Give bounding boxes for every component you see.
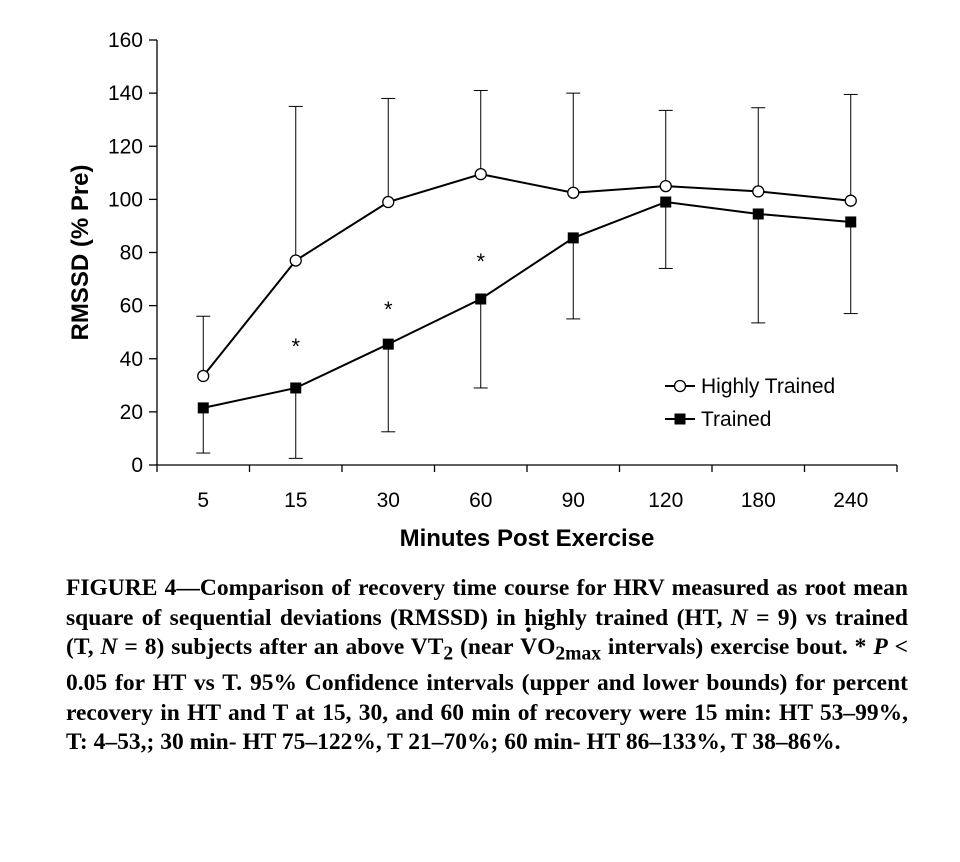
data-point-circle [752, 185, 765, 198]
caption-n-symbol-ht: N [730, 604, 748, 631]
legend-marker-square [674, 413, 686, 425]
y-tick-label: 0 [131, 454, 143, 477]
data-point-circle [844, 194, 857, 207]
y-tick-label: 160 [108, 29, 143, 52]
data-point-square [290, 382, 302, 394]
y-tick-label: 120 [108, 135, 143, 158]
x-tick-label: 120 [648, 489, 683, 512]
y-tick-label: 100 [108, 188, 143, 211]
figure-caption: FIGURE 4—Comparison of recovery time cou… [66, 574, 908, 758]
x-tick-label: 15 [284, 489, 307, 512]
x-tick-label: 180 [741, 489, 776, 512]
data-point-circle [382, 195, 395, 209]
legend: Highly Trained Trained [665, 375, 835, 431]
y-tick-label: 20 [120, 401, 143, 424]
axes: 0 20 40 60 80 100 120 140 160 5 15 30 60 90 120 180 240 [108, 29, 898, 512]
y-axis-title: RMSSD (% Pre) [67, 164, 94, 340]
data-point-circle [567, 186, 580, 199]
series-line-2 [203, 201, 851, 409]
x-tick-label: 240 [833, 489, 868, 512]
significance-star: * [291, 334, 300, 359]
data-point-circle [197, 369, 210, 383]
caption-v-dot: V [520, 616, 537, 663]
data-point-square [660, 196, 672, 208]
caption-n-symbol-t: N [100, 634, 118, 660]
caption-text-4: (near [453, 634, 521, 660]
legend-label: Highly Trained [701, 375, 835, 398]
caption-subscript-max: 2max [555, 643, 602, 665]
data-point-square [567, 232, 579, 244]
caption-text-5: intervals) exercise bout. * [601, 634, 874, 660]
series-line-1 [202, 173, 851, 377]
series-markers [197, 167, 857, 414]
legend-label: Trained [701, 408, 771, 431]
caption-text-2: = 9) vs trained (T, [66, 604, 909, 661]
x-axis-title: Minutes Post Exercise [400, 525, 655, 552]
significance-annotations: * * * [291, 249, 485, 359]
series-lines [202, 173, 851, 409]
data-point-square [752, 208, 764, 220]
data-point-square [845, 216, 857, 228]
data-point-circle [289, 254, 302, 267]
data-point-circle [474, 167, 487, 181]
x-tick-label: 60 [469, 489, 492, 512]
caption-text-3: = 8) subjects after an above VT [117, 634, 444, 660]
caption-p-symbol: P [873, 634, 888, 660]
y-tick-label: 60 [120, 295, 143, 318]
caption-subscript-2: 2 [443, 643, 454, 665]
significance-star: * [384, 297, 393, 322]
significance-star: * [476, 249, 485, 274]
data-point-square [197, 402, 209, 414]
caption-o: O [537, 634, 556, 660]
y-tick-label: 40 [120, 348, 143, 371]
data-point-square [382, 338, 394, 350]
caption-text-6: < 0.05 for HT vs T. 95% Confidence inter… [66, 634, 908, 756]
x-tick-label: 30 [377, 489, 400, 512]
legend-marker-circle [673, 379, 687, 393]
x-tick-label: 90 [562, 489, 585, 512]
y-tick-label: 140 [108, 82, 143, 105]
x-tick-label: 5 [197, 489, 209, 512]
error-bars [196, 89, 858, 459]
data-point-circle [659, 179, 672, 193]
y-tick-label: 80 [120, 242, 143, 265]
caption-text-1: FIGURE 4—Comparison of recovery time cou… [66, 575, 908, 631]
data-point-square [475, 293, 487, 305]
